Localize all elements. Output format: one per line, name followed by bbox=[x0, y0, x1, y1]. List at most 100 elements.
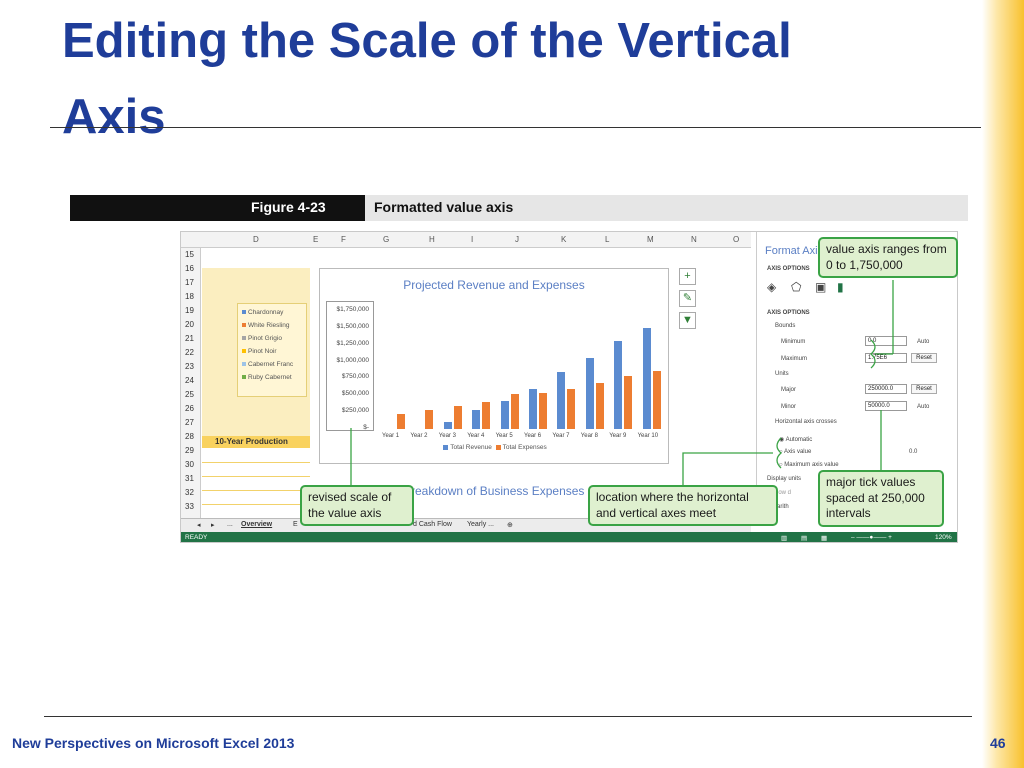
row-header-27[interactable]: 27 bbox=[185, 418, 194, 427]
tab-overview[interactable]: Overview bbox=[241, 521, 273, 528]
view-break-icon[interactable]: ▦ bbox=[821, 535, 828, 542]
column-header-e[interactable]: E bbox=[313, 235, 319, 244]
row-header-24[interactable]: 24 bbox=[185, 376, 194, 385]
leader-line bbox=[682, 452, 773, 500]
major-reset-button[interactable]: Reset bbox=[911, 384, 937, 394]
value-axis[interactable]: $1,750,000 $1,500,000 $1,250,000 $1,000,000… bbox=[326, 301, 374, 431]
bar-total-revenue[interactable] bbox=[472, 410, 481, 429]
axis-value-field[interactable]: 0.0 bbox=[909, 449, 918, 455]
bar-total-expenses[interactable] bbox=[595, 383, 604, 429]
bar-total-revenue[interactable] bbox=[585, 358, 594, 429]
legend-swatch bbox=[242, 323, 246, 328]
effects-icon[interactable]: ⬠ bbox=[791, 280, 802, 294]
axis-options-icon[interactable]: ▮ bbox=[837, 280, 844, 294]
major-label: Major bbox=[781, 387, 797, 393]
tab-cash-flow[interactable]: d Cash Flow bbox=[413, 521, 452, 528]
maximum-reset-button[interactable]: Reset bbox=[911, 353, 937, 363]
bar-total-revenue[interactable] bbox=[614, 341, 623, 429]
bar-total-expenses[interactable] bbox=[567, 389, 576, 429]
show-units-label[interactable]: Show d bbox=[771, 490, 792, 496]
row-header-33[interactable]: 33 bbox=[185, 502, 194, 511]
row-header-22[interactable]: 22 bbox=[185, 348, 194, 357]
row-header-20[interactable]: 20 bbox=[185, 320, 194, 329]
minimum-label: Minimum bbox=[781, 339, 806, 345]
column-header-n[interactable]: N bbox=[691, 235, 697, 244]
column-header-m[interactable]: M bbox=[647, 235, 654, 244]
bar-total-revenue[interactable] bbox=[642, 327, 651, 429]
major-field[interactable]: 250000.0 bbox=[865, 384, 907, 394]
revenue-expenses-chart[interactable]: Projected Revenue and Expenses $1,750,00… bbox=[319, 268, 669, 464]
decorative-gold-bar bbox=[982, 0, 1024, 768]
column-header-l[interactable]: L bbox=[605, 235, 610, 244]
row-header-21[interactable]: 21 bbox=[185, 334, 194, 343]
column-header-j[interactable]: J bbox=[515, 235, 519, 244]
row-header-18[interactable]: 18 bbox=[185, 292, 194, 301]
fill-line-icon[interactable]: ◈ bbox=[767, 280, 777, 294]
column-header-f[interactable]: F bbox=[341, 235, 346, 244]
size-properties-icon[interactable]: ▣ bbox=[815, 280, 827, 294]
bar-total-expenses[interactable] bbox=[539, 392, 547, 429]
wine-legend: Chardonnay White Riesling Pinot Grigio Pino… bbox=[237, 303, 307, 397]
callout-value-axis-ranges: value axis ranges from 0 to 1,750,000 bbox=[818, 237, 958, 279]
bar-total-revenue[interactable] bbox=[443, 422, 452, 429]
view-normal-icon[interactable]: ▥ bbox=[781, 535, 788, 542]
row-header-30[interactable]: 30 bbox=[185, 460, 194, 469]
minor-label: Minor bbox=[781, 404, 797, 410]
tab-prev-icon[interactable]: ◂ bbox=[197, 522, 201, 529]
row-header-32[interactable]: 32 bbox=[185, 488, 194, 497]
bar-total-expenses[interactable] bbox=[652, 371, 661, 429]
y-tick-label: $- bbox=[363, 424, 369, 431]
bar-total-expenses[interactable] bbox=[510, 393, 519, 429]
row-header-19[interactable]: 19 bbox=[185, 306, 194, 315]
chart-styles-icon[interactable]: ✎ bbox=[679, 290, 696, 307]
bar-total-revenue[interactable] bbox=[529, 388, 537, 429]
row-header-15[interactable]: 15 bbox=[185, 250, 194, 259]
row-headers: 15 16 17 18 19 20 21 22 23 24 25 26 27 28 29 30 31 32 33 bbox=[181, 248, 201, 518]
add-sheet-icon[interactable]: ⊕ bbox=[507, 522, 513, 529]
crosses-maximum[interactable]: ○ Maximum axis value bbox=[779, 462, 839, 468]
tab-more-icon[interactable]: ... bbox=[227, 521, 233, 528]
pane-title: Format Axis bbox=[765, 245, 824, 257]
crosses-automatic[interactable]: ◉ Automatic bbox=[779, 437, 813, 443]
chart-filters-icon[interactable]: ▼ bbox=[679, 312, 696, 329]
minor-field[interactable]: 50000.0 bbox=[865, 401, 907, 411]
bar-total-expenses[interactable] bbox=[397, 413, 405, 429]
row-header-16[interactable]: 16 bbox=[185, 264, 194, 273]
zoom-slider[interactable]: – ——●—— + bbox=[851, 534, 892, 541]
column-header-k[interactable]: K bbox=[561, 235, 567, 244]
row-header-25[interactable]: 25 bbox=[185, 390, 194, 399]
column-header-g[interactable]: G bbox=[383, 235, 390, 244]
row-header-28[interactable]: 28 bbox=[185, 432, 194, 441]
column-header-i[interactable]: I bbox=[471, 235, 474, 244]
maximum-label: Maximum bbox=[781, 356, 808, 362]
row-header-23[interactable]: 23 bbox=[185, 362, 194, 371]
bar-total-expenses[interactable] bbox=[425, 410, 434, 429]
axis-options-header[interactable]: AXIS OPTIONS bbox=[767, 310, 810, 316]
row-header-17[interactable]: 17 bbox=[185, 278, 194, 287]
bar-total-revenue[interactable] bbox=[557, 371, 566, 429]
wine-legend-item: Cabernet Franc bbox=[242, 361, 293, 368]
bar-total-expenses[interactable] bbox=[453, 406, 462, 429]
bar-total-expenses[interactable] bbox=[624, 376, 633, 429]
wine-legend-item: Ruby Cabernet bbox=[242, 374, 292, 381]
excel-screenshot: D E F G H I J K L M N O 15 16 17 18 19 20 21 22 23 24 25 26 27 2… bbox=[180, 231, 958, 543]
chart-elements-icon[interactable]: + bbox=[679, 268, 696, 285]
column-header-h[interactable]: H bbox=[429, 235, 435, 244]
bar-total-revenue[interactable] bbox=[500, 400, 509, 429]
column-header-o[interactable]: O bbox=[733, 235, 740, 244]
bar-total-expenses[interactable] bbox=[482, 402, 491, 429]
footer-divider bbox=[44, 716, 972, 717]
x-tick-label: Year 10 bbox=[637, 433, 659, 439]
row-header-29[interactable]: 29 bbox=[185, 446, 194, 455]
view-layout-icon[interactable]: ▤ bbox=[801, 535, 808, 542]
column-header-d[interactable]: D bbox=[253, 235, 259, 244]
tab-yearly[interactable]: Yearly ... bbox=[467, 521, 494, 528]
pane-section[interactable]: AXIS OPTIONS bbox=[767, 266, 810, 272]
legend-swatch bbox=[242, 362, 246, 367]
tab-next-icon[interactable]: ▸ bbox=[211, 522, 215, 529]
row-header-31[interactable]: 31 bbox=[185, 474, 194, 483]
bounds-label: Bounds bbox=[775, 323, 796, 329]
tab-e[interactable]: E bbox=[293, 521, 298, 528]
row-header-26[interactable]: 26 bbox=[185, 404, 194, 413]
crosses-label: Horizontal axis crosses bbox=[775, 419, 837, 425]
